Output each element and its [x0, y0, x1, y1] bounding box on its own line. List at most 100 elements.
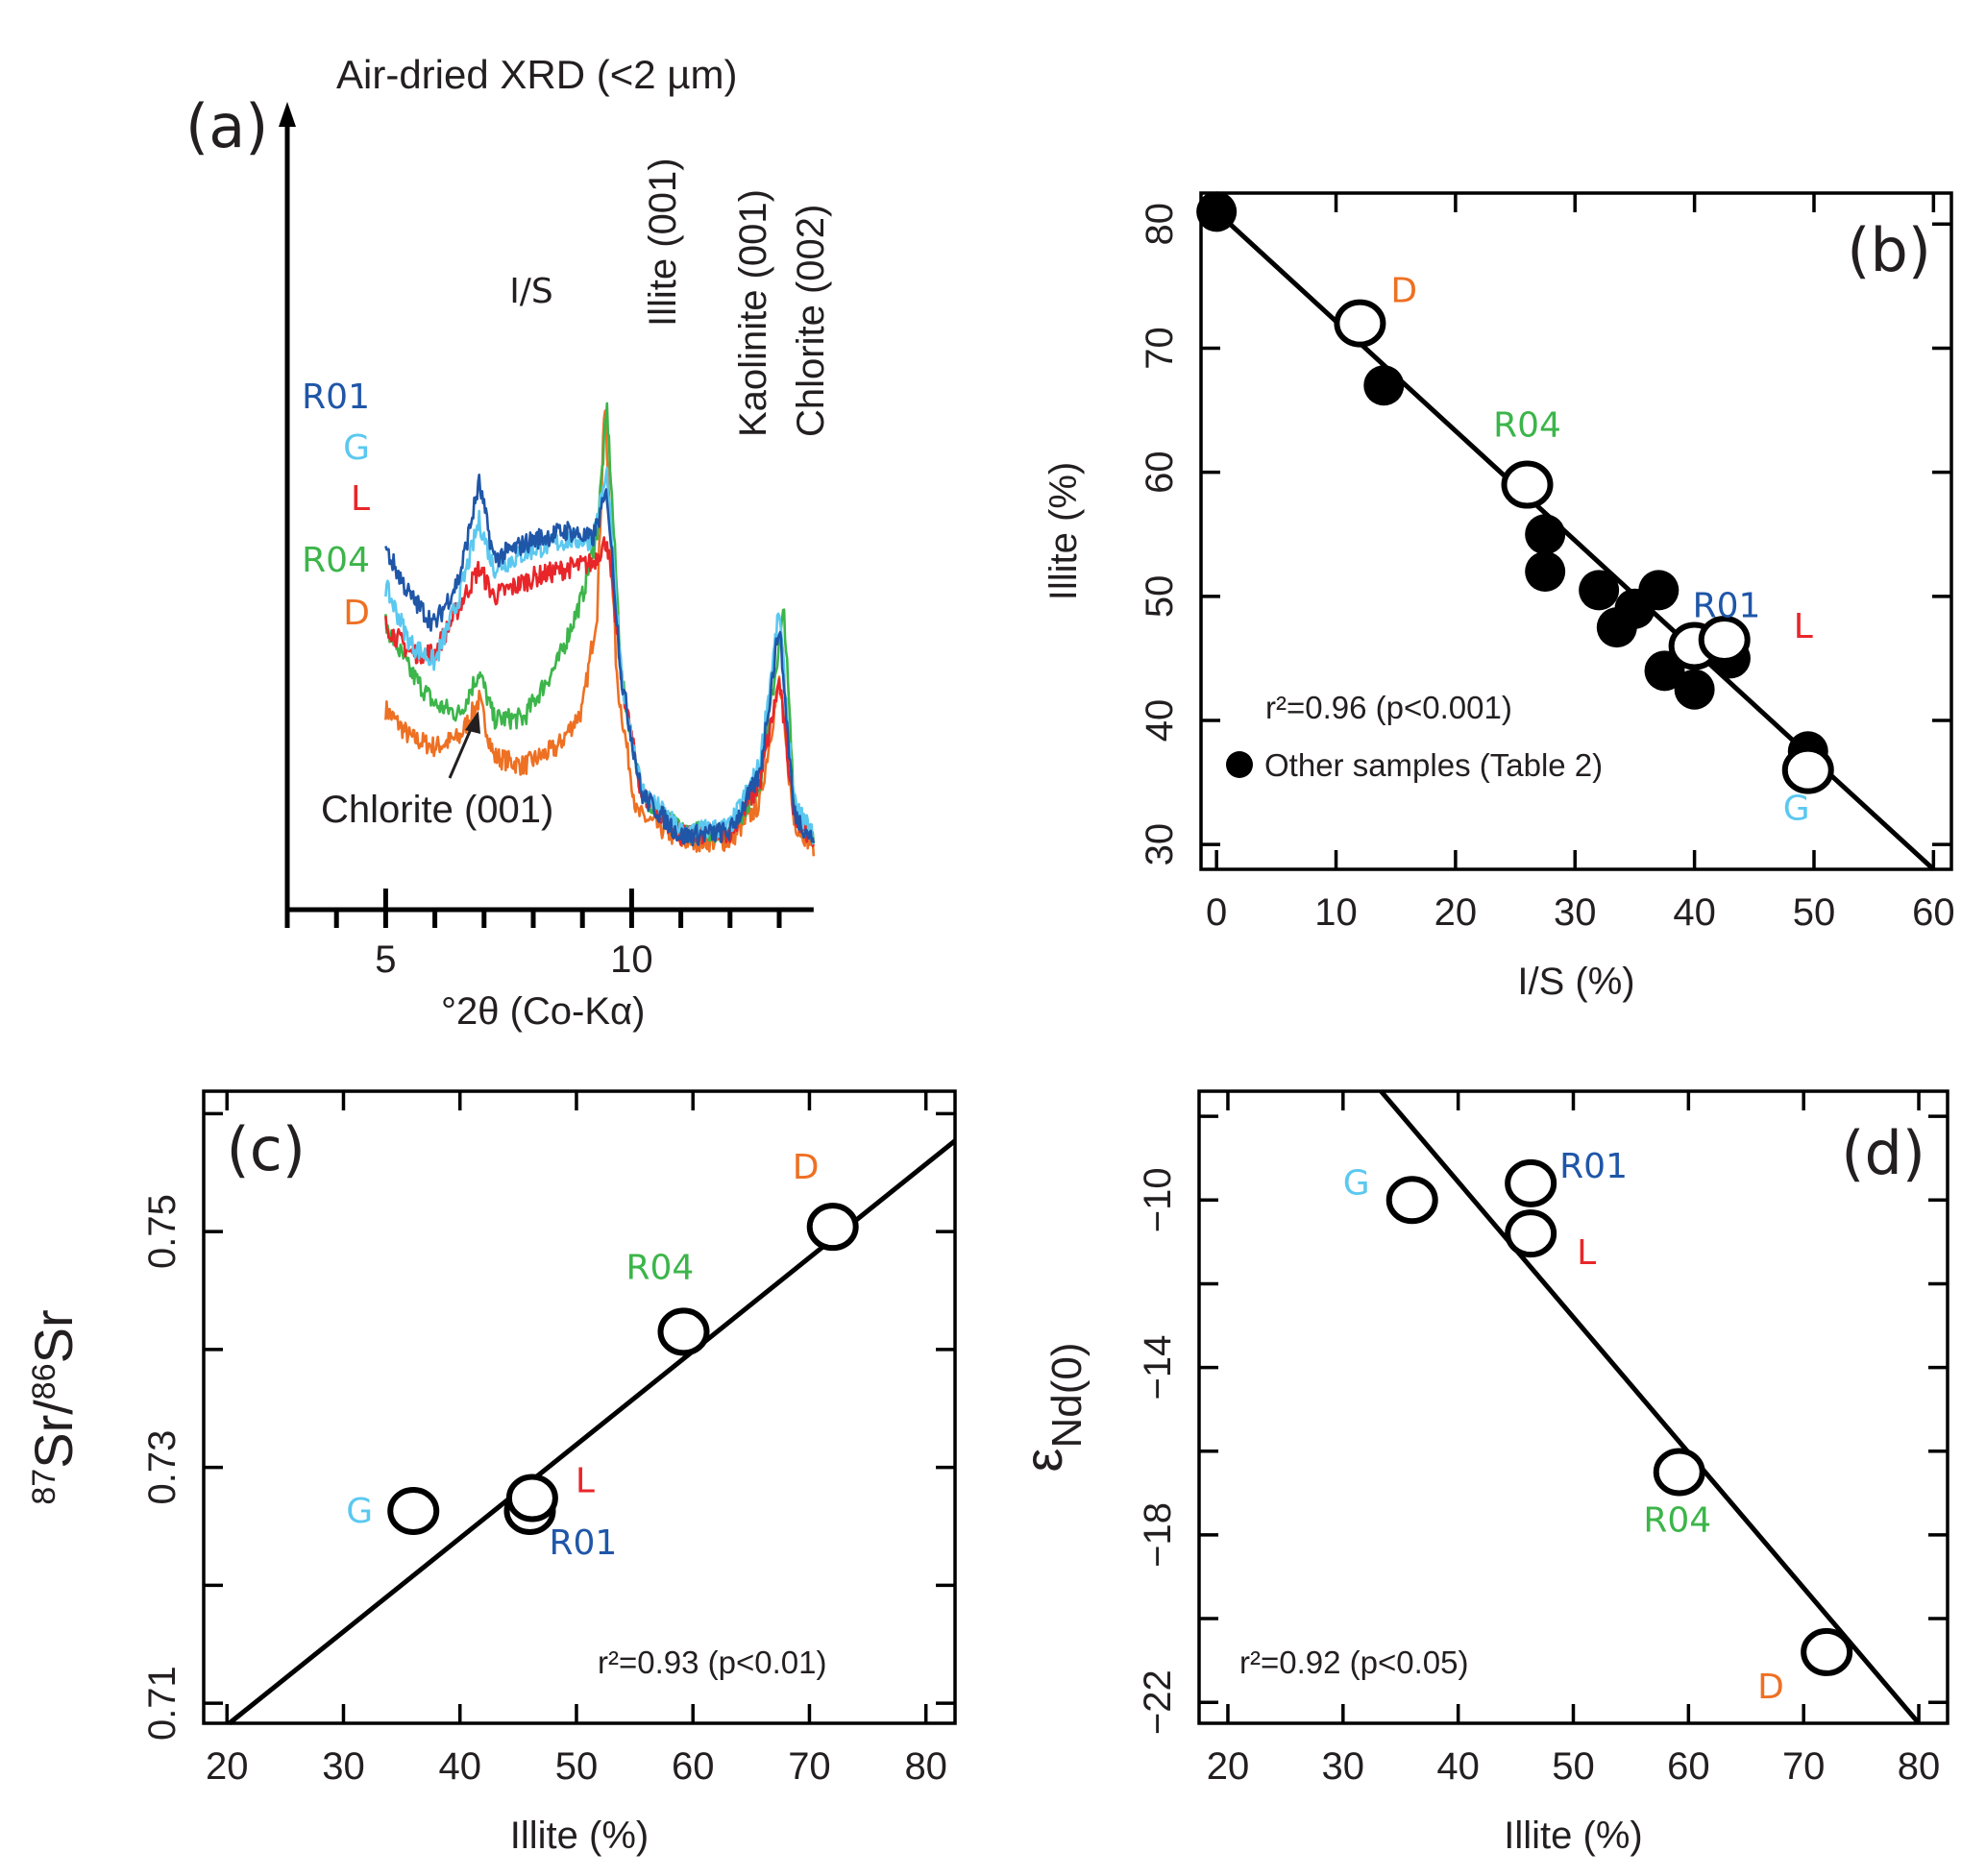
x-axis-title: Illite (%)	[1504, 1815, 1642, 1857]
panel-d-nd-vs-illite: 20 30 40 50 60 70 80 −10 −14 −18 −22 Illite (%) G R01…	[1013, 1089, 1949, 1857]
panel-label: (b)	[1847, 215, 1931, 285]
x-tick-label: 0	[1206, 891, 1227, 934]
open-point-L	[1505, 1209, 1557, 1258]
annotation-arrowhead	[465, 711, 480, 734]
sample-label-R04: R04	[302, 541, 370, 580]
series-line-R01	[384, 474, 816, 847]
annotations: I/S Illite (001) Kaolinite (001) Chlorite (…	[321, 158, 832, 831]
point-label-L: L	[1794, 607, 1813, 646]
x-tick-label: 50	[555, 1745, 599, 1788]
y-axis-title: Illite (%)	[1042, 462, 1085, 600]
x-tick-label: 50	[1552, 1745, 1595, 1788]
point-label-G: G	[346, 1492, 373, 1531]
sample-label-R01: R01	[302, 378, 370, 417]
sample-label-G: G	[343, 428, 370, 468]
open-point-R04	[657, 1307, 710, 1356]
x-tick-label: 60	[1667, 1745, 1710, 1788]
point-label-R04: R04	[1643, 1501, 1711, 1541]
annotation-arrow-line	[448, 721, 476, 779]
y-tick-label: 50	[1139, 575, 1181, 619]
panel-label-a: (a)	[185, 91, 268, 161]
y-tick-label: 40	[1139, 699, 1181, 743]
y-tick-label: 0.71	[141, 1666, 184, 1741]
open-point-G	[1781, 745, 1834, 794]
x-tick-label: 20	[206, 1745, 249, 1788]
regression-line	[1379, 1089, 1921, 1725]
y-tick-label: 0.75	[141, 1194, 184, 1269]
stat-label: r²=0.96 (p<0.001)	[1265, 690, 1512, 725]
point-label-R01: R01	[1559, 1147, 1628, 1186]
y-axis-title: εNd(0)	[1013, 1343, 1091, 1473]
x-tick-label: 60	[1912, 891, 1955, 934]
x-axis-title: I/S (%)	[1517, 961, 1634, 1003]
y-axis-arrowhead	[279, 102, 296, 127]
open-point-D	[1801, 1627, 1853, 1676]
stat-label: r²=0.93 (p<0.01)	[598, 1645, 826, 1680]
filled-point	[1363, 365, 1405, 406]
point-label-L: L	[1577, 1233, 1596, 1273]
filled-point	[1579, 570, 1620, 611]
annotation-is: I/S	[509, 272, 553, 311]
panel-b-illite-vs-is: 0 10 20 30 40 50 60 30 40 50 60 70 80 I/S (%) D R04 R01 L…	[1042, 191, 1955, 1003]
y-tick-label: −10	[1137, 1167, 1179, 1232]
x-tick-label: 30	[1554, 891, 1597, 934]
x-tick-label: 40	[1673, 891, 1716, 934]
point-label-R04: R04	[626, 1248, 695, 1287]
axes: 5 10 °2θ (Co-Kα)	[279, 102, 814, 1033]
point-label-R04: R04	[1493, 406, 1561, 446]
annotation-chlorite-002: Chlorite (002)	[790, 205, 832, 437]
point-label-D: D	[793, 1148, 820, 1187]
x-axis-title: Illite (%)	[510, 1815, 649, 1857]
filled-point	[1525, 550, 1566, 592]
x-tick-label: 10	[1314, 891, 1358, 934]
filled-point	[1674, 669, 1715, 710]
point-label-D: D	[1390, 272, 1417, 311]
series-group	[384, 402, 816, 857]
annotation-kaolinite-001: Kaolinite (001)	[732, 189, 774, 437]
open-point-R01	[1505, 1158, 1557, 1207]
annotation-chlorite-001: Chlorite (001)	[321, 789, 553, 831]
open-point-G	[387, 1487, 440, 1536]
x-tick-label: 60	[672, 1745, 715, 1788]
open-point-L	[1698, 616, 1751, 665]
open-point-D	[1334, 299, 1386, 348]
filled-point	[1525, 514, 1566, 555]
x-tick-label: 70	[1782, 1745, 1826, 1788]
x-tick-label: 80	[904, 1745, 947, 1788]
chart-title: Air-dried XRD (<2 µm)	[336, 52, 737, 97]
x-tick-label: 20	[1207, 1745, 1250, 1788]
annotation-illite-001: Illite (001)	[642, 158, 684, 327]
series-line-G	[384, 466, 816, 845]
sample-label-L: L	[351, 479, 370, 519]
sample-labels: R01 GL R04 D	[302, 378, 370, 633]
filled-point	[1196, 191, 1238, 232]
stat-label: r²=0.92 (p<0.05)	[1239, 1645, 1468, 1680]
point-label-R01: R01	[1693, 586, 1761, 625]
x-tick-label: 5	[375, 938, 396, 981]
x-tick-label: 80	[1898, 1745, 1941, 1788]
panel-label: (d)	[1841, 1118, 1925, 1188]
x-tick-label: 30	[1322, 1745, 1365, 1788]
filled-point	[1638, 570, 1680, 611]
panel-a-xrd: (a) Air-dried XRD (<2 µm) 5 10 °2θ (Co-Kα)…	[185, 52, 832, 1033]
point-label-G: G	[1343, 1163, 1370, 1203]
x-tick-label: 40	[438, 1745, 481, 1788]
y-tick-label: −18	[1137, 1502, 1179, 1568]
open-point-L	[505, 1474, 558, 1523]
legend-label: Other samples (Table 2)	[1264, 747, 1603, 783]
x-tick-label: 20	[1434, 891, 1478, 934]
y-tick-label: 80	[1139, 203, 1181, 246]
x-tick-label: 40	[1436, 1745, 1480, 1788]
point-label-L: L	[576, 1462, 595, 1501]
open-point-G	[1385, 1176, 1438, 1225]
open-point-R04	[1653, 1448, 1705, 1497]
point-label-G: G	[1783, 790, 1810, 829]
y-tick-label: −22	[1137, 1669, 1179, 1735]
x-axis-title: °2θ (Co-Kα)	[441, 990, 646, 1033]
y-tick-label: 70	[1139, 327, 1181, 370]
x-tick-label: 70	[788, 1745, 831, 1788]
plot-frame	[202, 1089, 957, 1725]
y-tick-label: 0.73	[141, 1430, 184, 1505]
y-tick-label: 30	[1139, 823, 1181, 866]
